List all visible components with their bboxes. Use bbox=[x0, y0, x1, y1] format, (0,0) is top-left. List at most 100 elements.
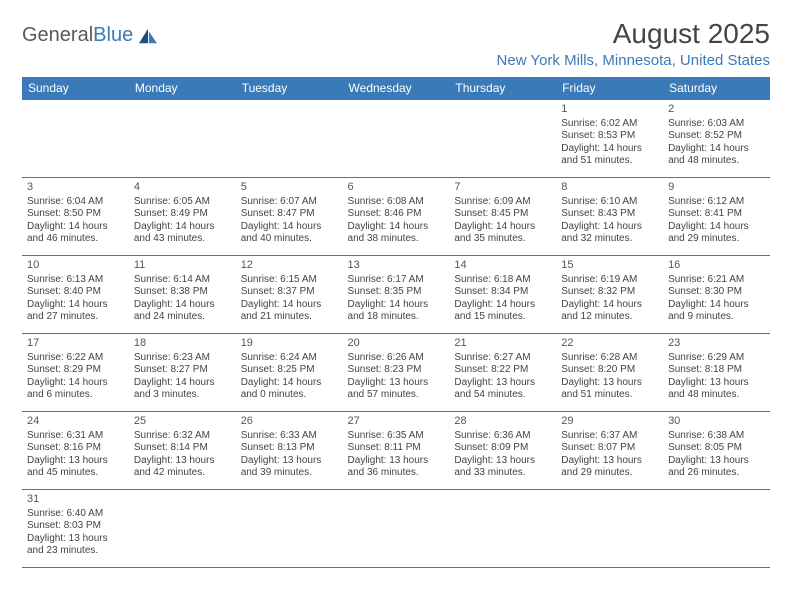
sunrise-line: Sunrise: 6:10 AM bbox=[561, 196, 658, 209]
day-cell: 21Sunrise: 6:27 AMSunset: 8:22 PMDayligh… bbox=[449, 334, 556, 412]
day-cell: 18Sunrise: 6:23 AMSunset: 8:27 PMDayligh… bbox=[129, 334, 236, 412]
day-cell: 15Sunrise: 6:19 AMSunset: 8:32 PMDayligh… bbox=[556, 256, 663, 334]
day-number: 13 bbox=[348, 259, 445, 273]
day-number: 1 bbox=[561, 103, 658, 117]
sunset-line: Sunset: 8:09 PM bbox=[454, 442, 551, 455]
daylight-line: Daylight: 14 hours and 12 minutes. bbox=[561, 299, 658, 324]
sunrise-line: Sunrise: 6:08 AM bbox=[348, 196, 445, 209]
day-cell: 14Sunrise: 6:18 AMSunset: 8:34 PMDayligh… bbox=[449, 256, 556, 334]
daylight-line: Daylight: 14 hours and 15 minutes. bbox=[454, 299, 551, 324]
sunrise-line: Sunrise: 6:26 AM bbox=[348, 352, 445, 365]
day-cell: 5Sunrise: 6:07 AMSunset: 8:47 PMDaylight… bbox=[236, 178, 343, 256]
sunset-line: Sunset: 8:41 PM bbox=[668, 208, 765, 221]
daylight-line: Daylight: 14 hours and 0 minutes. bbox=[241, 377, 338, 402]
day-number: 27 bbox=[348, 415, 445, 429]
day-cell: 16Sunrise: 6:21 AMSunset: 8:30 PMDayligh… bbox=[663, 256, 770, 334]
sunrise-line: Sunrise: 6:19 AM bbox=[561, 274, 658, 287]
day-cell: 13Sunrise: 6:17 AMSunset: 8:35 PMDayligh… bbox=[343, 256, 450, 334]
sunset-line: Sunset: 8:18 PM bbox=[668, 364, 765, 377]
day-number: 15 bbox=[561, 259, 658, 273]
sunrise-line: Sunrise: 6:14 AM bbox=[134, 274, 231, 287]
calendar-row: 24Sunrise: 6:31 AMSunset: 8:16 PM Dayligh… bbox=[22, 412, 770, 490]
day-number: 4 bbox=[134, 181, 231, 195]
sunrise-line: Sunrise: 6:23 AM bbox=[134, 352, 231, 365]
day-number: 10 bbox=[27, 259, 124, 273]
sunrise-line: Sunrise: 6:04 AM bbox=[27, 196, 124, 209]
daylight-line: Daylight: 14 hours and 24 minutes. bbox=[134, 299, 231, 324]
day-cell: 3Sunrise: 6:04 AMSunset: 8:50 PMDaylight… bbox=[22, 178, 129, 256]
sunset-line: Sunset: 8:05 PM bbox=[668, 442, 765, 455]
empty-cell bbox=[129, 100, 236, 178]
daylight-line: Daylight: 14 hours and 21 minutes. bbox=[241, 299, 338, 324]
daylight-line: Daylight: 14 hours and 43 minutes. bbox=[134, 221, 231, 246]
day-cell: 28Sunrise: 6:36 AMSunset: 8:09 PMDayligh… bbox=[449, 412, 556, 490]
sunrise-line: Sunrise: 6:35 AM bbox=[348, 430, 445, 443]
sunrise-line: Sunrise: 6:05 AM bbox=[134, 196, 231, 209]
day-cell: 31Sunrise: 6:40 AMSunset: 8:03 PMDayligh… bbox=[22, 490, 129, 568]
day-number: 29 bbox=[561, 415, 658, 429]
day-number: 3 bbox=[27, 181, 124, 195]
sunset-line: Sunset: 8:43 PM bbox=[561, 208, 658, 221]
daylight-line: Daylight: 13 hours and 33 minutes. bbox=[454, 455, 551, 480]
calendar-row: 1Sunrise: 6:02 AMSunset: 8:53 PMDaylight… bbox=[22, 100, 770, 178]
weekday-header: Tuesday bbox=[236, 77, 343, 100]
sunset-line: Sunset: 8:52 PM bbox=[668, 130, 765, 143]
day-cell: 2Sunrise: 6:03 AMSunset: 8:52 PMDaylight… bbox=[663, 100, 770, 178]
brand-name-b: Blue bbox=[93, 24, 133, 46]
sunset-line: Sunset: 8:47 PM bbox=[241, 208, 338, 221]
day-cell: 23Sunrise: 6:29 AMSunset: 8:18 PMDayligh… bbox=[663, 334, 770, 412]
sunset-line: Sunset: 8:45 PM bbox=[454, 208, 551, 221]
day-number: 28 bbox=[454, 415, 551, 429]
day-number: 21 bbox=[454, 337, 551, 351]
day-number: 31 bbox=[27, 493, 124, 507]
day-number: 25 bbox=[134, 415, 231, 429]
page-title: August 2025 bbox=[497, 18, 770, 50]
day-number: 9 bbox=[668, 181, 765, 195]
sunrise-line: Sunrise: 6:31 AM bbox=[27, 430, 124, 443]
day-number: 17 bbox=[27, 337, 124, 351]
day-cell: 30Sunrise: 6:38 AMSunset: 8:05 PMDayligh… bbox=[663, 412, 770, 490]
sunrise-line: Sunrise: 6:33 AM bbox=[241, 430, 338, 443]
daylight-line: Daylight: 14 hours and 27 minutes. bbox=[27, 299, 124, 324]
sunset-line: Sunset: 8:11 PM bbox=[348, 442, 445, 455]
sunset-line: Sunset: 8:46 PM bbox=[348, 208, 445, 221]
weekday-header-row: SundayMondayTuesdayWednesdayThursdayFrid… bbox=[22, 77, 770, 100]
sunrise-line: Sunrise: 6:22 AM bbox=[27, 352, 124, 365]
daylight-line: Daylight: 14 hours and 6 minutes. bbox=[27, 377, 124, 402]
sunset-line: Sunset: 8:49 PM bbox=[134, 208, 231, 221]
daylight-line: Daylight: 14 hours and 32 minutes. bbox=[561, 221, 658, 246]
sail-icon bbox=[137, 27, 159, 45]
calendar-row: 3Sunrise: 6:04 AMSunset: 8:50 PMDaylight… bbox=[22, 178, 770, 256]
sunrise-line: Sunrise: 6:29 AM bbox=[668, 352, 765, 365]
day-cell: 6Sunrise: 6:08 AMSunset: 8:46 PMDaylight… bbox=[343, 178, 450, 256]
sunrise-line: Sunrise: 6:15 AM bbox=[241, 274, 338, 287]
sunset-line: Sunset: 8:38 PM bbox=[134, 286, 231, 299]
sunset-line: Sunset: 8:07 PM bbox=[561, 442, 658, 455]
daylight-line: Daylight: 14 hours and 51 minutes. bbox=[561, 143, 658, 168]
daylight-line: Daylight: 13 hours and 42 minutes. bbox=[134, 455, 231, 480]
daylight-line: Daylight: 14 hours and 29 minutes. bbox=[668, 221, 765, 246]
daylight-line: Daylight: 13 hours and 48 minutes. bbox=[668, 377, 765, 402]
sunrise-line: Sunrise: 6:37 AM bbox=[561, 430, 658, 443]
day-cell: 7Sunrise: 6:09 AMSunset: 8:45 PMDaylight… bbox=[449, 178, 556, 256]
day-cell: 20Sunrise: 6:26 AMSunset: 8:23 PMDayligh… bbox=[343, 334, 450, 412]
day-cell: 17Sunrise: 6:22 AMSunset: 8:29 PMDayligh… bbox=[22, 334, 129, 412]
day-number: 24 bbox=[27, 415, 124, 429]
sunset-line: Sunset: 8:16 PM bbox=[27, 442, 124, 455]
sunrise-line: Sunrise: 6:32 AM bbox=[134, 430, 231, 443]
empty-cell bbox=[236, 490, 343, 568]
brand-logo: GeneralBlue bbox=[22, 24, 159, 47]
day-number: 16 bbox=[668, 259, 765, 273]
weekday-header: Thursday bbox=[449, 77, 556, 100]
day-number: 8 bbox=[561, 181, 658, 195]
sunset-line: Sunset: 8:25 PM bbox=[241, 364, 338, 377]
sunrise-line: Sunrise: 6:36 AM bbox=[454, 430, 551, 443]
daylight-line: Daylight: 13 hours and 51 minutes. bbox=[561, 377, 658, 402]
daylight-line: Daylight: 13 hours and 36 minutes. bbox=[348, 455, 445, 480]
sunset-line: Sunset: 8:35 PM bbox=[348, 286, 445, 299]
daylight-line: Daylight: 14 hours and 18 minutes. bbox=[348, 299, 445, 324]
day-cell: 26Sunrise: 6:33 AMSunset: 8:13 PMDayligh… bbox=[236, 412, 343, 490]
day-number: 19 bbox=[241, 337, 338, 351]
empty-cell bbox=[343, 100, 450, 178]
sunset-line: Sunset: 8:34 PM bbox=[454, 286, 551, 299]
